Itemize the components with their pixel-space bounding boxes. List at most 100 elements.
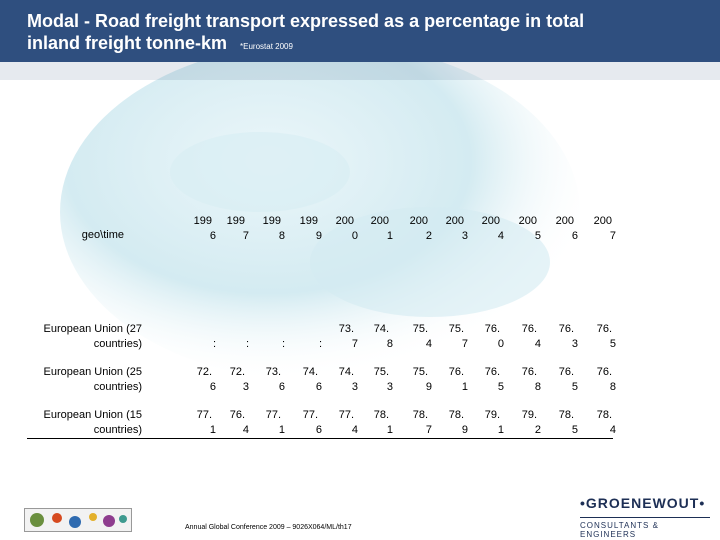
year-header-top: 199 xyxy=(226,215,245,227)
year-header-top: 200 xyxy=(481,215,500,227)
table-cell-bottom: 1 xyxy=(209,424,216,436)
table-cell-top: 77. xyxy=(265,409,281,421)
row-label-line-2: countries) xyxy=(93,338,142,350)
table-cell-top: 78. xyxy=(596,409,612,421)
title-line-1: Modal - Road freight transport expressed… xyxy=(27,11,585,31)
company-logo: •GROENEWOUT• CONSULTANTS & ENGINEERS xyxy=(580,495,710,539)
table-cell-top: 72. xyxy=(196,366,212,378)
year-header-bottom: 6 xyxy=(209,230,216,242)
table-cell-bottom: 7 xyxy=(461,338,468,350)
globe-illustration xyxy=(0,62,720,382)
page-number: 17 xyxy=(343,524,352,531)
row-label-line-1: European Union (27 xyxy=(43,323,142,335)
table-cell-bottom: 5 xyxy=(571,424,578,436)
brand-tagline: CONSULTANTS & ENGINEERS xyxy=(580,517,710,539)
table-cell-bottom: 8 xyxy=(386,338,393,350)
title-line-2: inland freight tonne-km xyxy=(27,33,227,53)
table-cell-top: 77. xyxy=(302,409,318,421)
table-cell-bottom: 3 xyxy=(571,338,578,350)
year-header-bottom: 3 xyxy=(461,230,468,242)
table-cell-bottom: 6 xyxy=(315,424,322,436)
footer-conference-text: Annual Global Conference 2009 – 9026X064… xyxy=(185,524,344,531)
year-header-bottom: 0 xyxy=(351,230,358,242)
table-cell-top: 75. xyxy=(373,366,389,378)
table-cell-top: 74. xyxy=(338,366,354,378)
table-cell-top: 76. xyxy=(448,366,464,378)
table-cell-top: 78. xyxy=(412,409,428,421)
table-cell-top: 75. xyxy=(412,366,428,378)
table-cell-bottom: 8 xyxy=(534,381,541,393)
table-cell-bottom: 4 xyxy=(425,338,432,350)
row-label-line-2: countries) xyxy=(93,381,142,393)
year-header-bottom: 7 xyxy=(242,230,249,242)
table-cell-bottom: 5 xyxy=(497,381,504,393)
table-cell-top: 78. xyxy=(558,409,574,421)
table-cell-bottom: 3 xyxy=(242,381,249,393)
table-cell-top: 74. xyxy=(302,366,318,378)
table-cell-bottom: 7 xyxy=(425,424,432,436)
row-label-line-2: countries) xyxy=(93,424,142,436)
year-header-bottom: 4 xyxy=(497,230,504,242)
table-cell-top: 73. xyxy=(338,323,354,335)
row-label-line-1: European Union (15 xyxy=(43,409,142,421)
year-header-bottom: 9 xyxy=(315,230,322,242)
table-cell-bottom: 1 xyxy=(497,424,504,436)
year-header-bottom: 8 xyxy=(278,230,285,242)
year-header-top: 199 xyxy=(262,215,281,227)
year-header-bottom: 1 xyxy=(386,230,393,242)
table-bottom-rule xyxy=(27,438,613,439)
year-header-top: 200 xyxy=(555,215,574,227)
table-cell-top: 76. xyxy=(558,323,574,335)
table-cell-top: 76. xyxy=(596,366,612,378)
table-cell-bottom: : xyxy=(245,338,249,350)
table-cell-bottom: 6 xyxy=(209,381,216,393)
year-header-bottom: 6 xyxy=(571,230,578,242)
table-cell-bottom: 4 xyxy=(534,338,541,350)
brand-name: •GROENEWOUT• xyxy=(580,495,706,511)
year-header-top: 200 xyxy=(409,215,428,227)
title-bar: Modal - Road freight transport expressed… xyxy=(0,0,720,62)
table-cell-top: 76. xyxy=(521,323,537,335)
table-cell-top: 76. xyxy=(521,366,537,378)
table-cell-bottom: 0 xyxy=(497,338,504,350)
table-cell-bottom: 5 xyxy=(571,381,578,393)
table-cell-bottom: 4 xyxy=(242,424,249,436)
table-cell-bottom: 4 xyxy=(351,424,358,436)
table-cell-bottom: 6 xyxy=(315,381,322,393)
table-cell-top: 74. xyxy=(373,323,389,335)
table-cell-top: 78. xyxy=(373,409,389,421)
table-cell-top: 76. xyxy=(484,323,500,335)
table-cell-top: 75. xyxy=(412,323,428,335)
table-cell-bottom: 1 xyxy=(386,424,393,436)
conference-logo xyxy=(24,508,132,532)
table-cell-top: 75. xyxy=(448,323,464,335)
table-cell-bottom: 1 xyxy=(278,424,285,436)
table-cell-bottom: : xyxy=(318,338,322,350)
year-header-top: 199 xyxy=(193,215,212,227)
table-cell-bottom: 5 xyxy=(609,338,616,350)
table-cell-bottom: : xyxy=(212,338,216,350)
table-cell-bottom: 1 xyxy=(461,381,468,393)
table-cell-bottom: 4 xyxy=(609,424,616,436)
year-header-top: 199 xyxy=(299,215,318,227)
table-cell-top: 76. xyxy=(558,366,574,378)
year-header-top: 200 xyxy=(445,215,464,227)
table-cell-top: 72. xyxy=(229,366,245,378)
slide-title: Modal - Road freight transport expressed… xyxy=(27,10,707,58)
table-cell-bottom: 7 xyxy=(351,338,358,350)
table-cell-bottom: 8 xyxy=(609,381,616,393)
table-cell-bottom: 3 xyxy=(386,381,393,393)
year-header-top: 200 xyxy=(518,215,537,227)
table-cell-top: 79. xyxy=(521,409,537,421)
title-line-2-wrap: inland freight tonne-km *Eurostat 2009 xyxy=(27,32,707,58)
table-cell-bottom: 9 xyxy=(425,381,432,393)
year-header-top: 200 xyxy=(593,215,612,227)
footer-conference: Annual Global Conference 2009 – 9026X064… xyxy=(185,524,352,531)
table-cell-bottom: 3 xyxy=(351,381,358,393)
year-header-top: 200 xyxy=(370,215,389,227)
table-cell-top: 78. xyxy=(448,409,464,421)
background-globe-image xyxy=(0,62,720,540)
year-header-bottom: 5 xyxy=(534,230,541,242)
corner-header-geo-time: geo\time xyxy=(81,229,124,241)
year-header-bottom: 7 xyxy=(609,230,616,242)
